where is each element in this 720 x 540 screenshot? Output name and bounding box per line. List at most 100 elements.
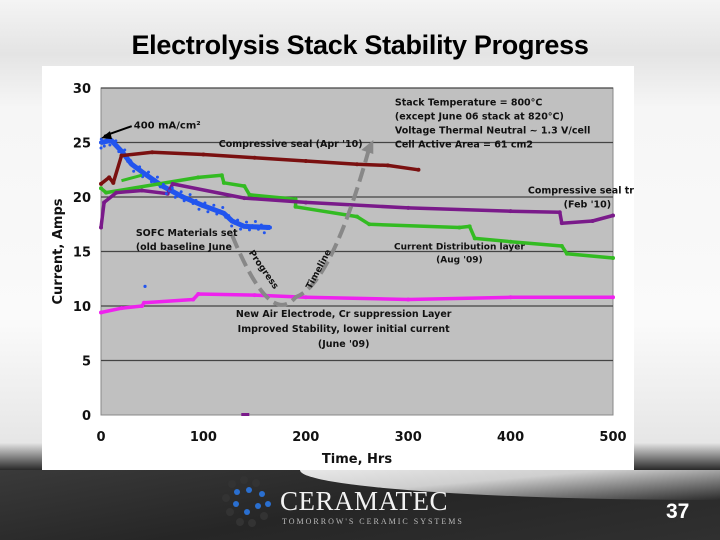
y-tick-label: 0 bbox=[82, 409, 91, 424]
data-point-aug09 bbox=[99, 186, 103, 191]
annotation-jun09: (June '09) bbox=[318, 339, 370, 350]
x-tick-label: 100 bbox=[190, 430, 217, 445]
data-point-sofc bbox=[158, 185, 162, 189]
data-point-sofc bbox=[191, 201, 195, 205]
x-tick-label: 300 bbox=[395, 430, 422, 445]
data-point-sofc bbox=[253, 219, 257, 223]
data-point-sofc bbox=[212, 203, 216, 207]
annotation-apr10: Compressive seal (Apr '10) bbox=[219, 139, 363, 150]
data-point-feb10 bbox=[559, 221, 564, 226]
data-point-sofc bbox=[139, 169, 144, 174]
data-point-jun09 bbox=[191, 297, 196, 302]
data-point-sofc bbox=[147, 170, 151, 174]
data-point-sofc bbox=[108, 143, 112, 147]
annotation-sofc: (old baseline June bbox=[136, 242, 232, 253]
data-point-sofc bbox=[176, 192, 180, 196]
data-point-jun09 bbox=[142, 300, 147, 305]
chart-container: 0 5 10 15 20 25 30 0 100 200 300 400 500 Time, Hrs Cur… bbox=[42, 66, 647, 470]
data-point-aug09 bbox=[472, 236, 477, 241]
data-point-feb10 bbox=[590, 218, 595, 223]
data-point-sofc bbox=[152, 177, 156, 181]
data-point-sofc bbox=[206, 210, 210, 214]
data-point-feb10 bbox=[139, 188, 144, 193]
x-tick-label: 200 bbox=[292, 430, 319, 445]
data-point-feb10 bbox=[114, 190, 119, 195]
data-point-aug09 bbox=[367, 222, 372, 227]
data-point-sofc bbox=[164, 192, 168, 196]
annotation-aug09: Current Distribution layer bbox=[394, 242, 525, 252]
data-point-jun09 bbox=[252, 293, 257, 298]
data-point-sofc bbox=[209, 207, 213, 211]
data-point-feb10 bbox=[303, 200, 308, 205]
data-point-feb10 bbox=[557, 210, 562, 215]
y-tick-label: 25 bbox=[73, 137, 91, 152]
data-point-feb10 bbox=[241, 413, 250, 416]
data-point-aug09 bbox=[508, 239, 513, 244]
data-point-sofc bbox=[99, 137, 103, 141]
data-point-jun09 bbox=[508, 295, 513, 300]
data-point-sofc bbox=[230, 218, 235, 223]
data-point-feb10 bbox=[102, 200, 107, 205]
data-point-sofc bbox=[135, 167, 139, 171]
company-tagline: TOMORROW'S CERAMIC SYSTEMS bbox=[282, 517, 464, 526]
data-point-sofc bbox=[239, 227, 243, 231]
data-point-feb10 bbox=[99, 225, 103, 230]
series-line-aug09 bbox=[121, 173, 143, 183]
test-conditions-text: Voltage Thermal Neutral ~ 1.3 V/cell bbox=[395, 125, 591, 136]
data-point-sofc bbox=[242, 224, 246, 228]
annotation-jun09: Improved Stability, lower initial curren… bbox=[238, 324, 450, 335]
annotation-sofc: SOFC Materials set bbox=[136, 228, 238, 239]
data-point-sofc bbox=[233, 221, 237, 225]
data-point-aug09 bbox=[611, 256, 615, 261]
data-point-sofc bbox=[114, 139, 118, 143]
data-point-sofc bbox=[99, 146, 103, 150]
data-point-sofc bbox=[250, 224, 254, 228]
data-point-jun09 bbox=[196, 292, 201, 297]
current-density-label: 400 mA/cm² bbox=[134, 120, 201, 131]
test-conditions-text: Cell Active Area = 61 cm2 bbox=[395, 139, 533, 150]
data-point-jun09 bbox=[99, 310, 103, 315]
data-point-jun09 bbox=[303, 295, 308, 300]
data-point-sofc bbox=[188, 193, 192, 197]
data-point-feb10 bbox=[170, 181, 175, 186]
data-point-sofc bbox=[129, 162, 134, 167]
x-tick-label: 0 bbox=[96, 430, 105, 445]
data-point-sofc bbox=[230, 224, 234, 228]
data-point-sofc bbox=[144, 172, 148, 176]
x-axis-label: Time, Hrs bbox=[322, 452, 392, 467]
data-point-sofc bbox=[245, 220, 249, 224]
data-point-sofc bbox=[182, 199, 186, 203]
data-point-aug09 bbox=[247, 192, 252, 197]
arrowhead-icon bbox=[101, 131, 112, 140]
data-point-apr10 bbox=[303, 159, 308, 164]
y-tick-label: 15 bbox=[73, 246, 91, 261]
data-point-sofc bbox=[123, 148, 127, 152]
data-point-sofc bbox=[236, 218, 240, 222]
y-tick-label: 5 bbox=[82, 355, 91, 370]
data-point-apr10 bbox=[385, 163, 390, 168]
data-point-sofc bbox=[218, 209, 222, 213]
test-conditions-text: Stack Temperature = 800°C bbox=[395, 97, 543, 108]
data-point-aug09 bbox=[467, 224, 472, 229]
company-logo-text: CERAMATEC bbox=[280, 486, 449, 516]
data-point-jun09 bbox=[611, 295, 615, 300]
data-point-apr10 bbox=[201, 152, 206, 157]
data-point-apr10 bbox=[252, 155, 257, 160]
arrowhead-icon bbox=[361, 139, 374, 154]
data-point-apr10 bbox=[150, 150, 155, 155]
data-point-aug09 bbox=[457, 225, 462, 230]
y-tick-label: 30 bbox=[73, 82, 91, 97]
page-number: 37 bbox=[666, 500, 690, 523]
data-point-sofc bbox=[200, 204, 204, 208]
slide-title: Electrolysis Stack Stability Progress bbox=[131, 30, 589, 60]
data-point-sofc bbox=[194, 198, 198, 202]
data-point-aug09 bbox=[355, 214, 359, 219]
data-point-feb10 bbox=[406, 205, 411, 210]
data-point-sofc bbox=[224, 215, 228, 219]
footer-bar: CERAMATEC TOMORROW'S CERAMIC SYSTEMS 37 bbox=[0, 470, 720, 540]
data-point-sofc bbox=[117, 150, 121, 154]
data-point-sofc bbox=[138, 165, 142, 169]
data-point-jun09 bbox=[406, 297, 411, 302]
data-point-sofc bbox=[111, 140, 115, 144]
data-point-sofc bbox=[221, 211, 226, 216]
